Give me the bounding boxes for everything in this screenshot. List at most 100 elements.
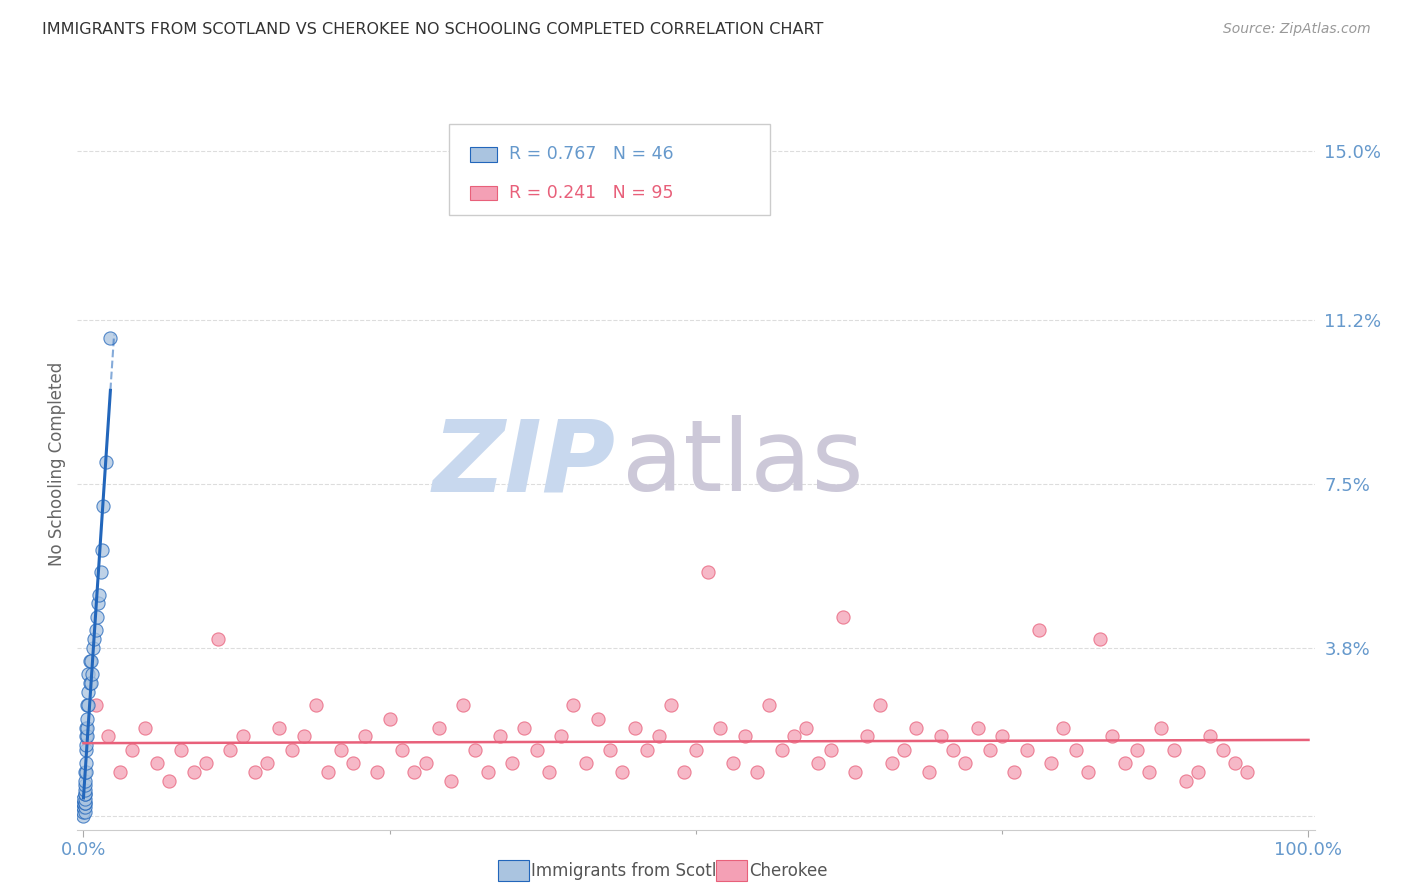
Point [80,654,103,668]
Point [73,764,96,779]
Point [77,698,100,713]
Point [84,698,107,713]
Point [929,730,952,744]
Text: IMMIGRANTS FROM SCOTLAND VS CHEROKEE NO SCHOOLING COMPLETED CORRELATION CHART: IMMIGRANTS FROM SCOTLAND VS CHEROKEE NO … [42,22,824,37]
Point [1040,756,1063,770]
Point [451,698,474,713]
Point [90,566,112,580]
Point [91,499,114,513]
Point [869,698,891,713]
Point [1004,764,1026,779]
Point [97,730,120,744]
Point [415,756,437,770]
Point [75,743,97,757]
Point [747,764,769,779]
Point [232,730,254,744]
Point [612,764,634,779]
Point [342,756,364,770]
Point [75,730,97,744]
Point [378,712,401,726]
Point [1223,756,1246,770]
Point [134,721,156,735]
Point [73,787,96,801]
Point [73,778,96,792]
Point [685,743,707,757]
Point [72,796,94,810]
Point [73,805,96,819]
Point [83,632,105,646]
Point [893,743,915,757]
Point [991,730,1014,744]
Point [832,609,855,624]
Point [292,730,315,744]
Point [73,796,96,810]
Point [170,743,193,757]
Point [661,698,683,713]
Point [440,773,463,788]
Point [489,730,512,744]
Point [672,764,695,779]
Point [1090,632,1112,646]
Bar [470,186,496,201]
Text: Source: ZipAtlas.com: Source: ZipAtlas.com [1223,22,1371,37]
Text: R = 0.241   N = 95: R = 0.241 N = 95 [509,184,673,202]
Point [73,800,96,814]
Point [80,667,103,681]
Point [318,764,340,779]
Point [73,791,96,805]
Point [575,756,598,770]
Point [86,609,108,624]
Point [1028,623,1050,637]
Point [305,698,328,713]
Point [1175,773,1198,788]
Point [90,543,112,558]
Y-axis label: No Schooling Completed: No Schooling Completed [48,362,66,566]
Point [72,796,94,810]
Point [721,756,744,770]
Point [844,764,866,779]
Point [84,623,107,637]
Point [329,743,352,757]
Point [75,721,97,735]
Point [942,743,965,757]
Point [562,698,585,713]
Point [526,743,548,757]
Point [770,743,793,757]
Point [955,756,977,770]
Point [1236,764,1258,779]
Point [183,764,205,779]
Point [80,676,103,690]
Point [79,654,101,668]
Point [77,685,100,699]
Point [1114,756,1136,770]
Point [918,764,941,779]
Point [623,721,645,735]
Point [1064,743,1087,757]
Point [648,730,671,744]
Point [75,739,97,753]
Point [636,743,658,757]
Point [76,698,98,713]
Point [72,791,94,805]
Point [1187,764,1209,779]
Point [76,712,98,726]
Point [586,712,609,726]
Point [1212,743,1234,757]
Point [76,721,98,735]
Point [89,588,111,602]
Point [72,800,94,814]
Point [783,730,806,744]
Point [108,764,131,779]
Point [856,730,879,744]
Point [146,756,169,770]
Point [269,721,291,735]
Point [219,743,242,757]
Bar [470,147,496,161]
Point [464,743,486,757]
Point [477,764,499,779]
Text: Cherokee: Cherokee [749,862,828,880]
Point [1150,721,1173,735]
FancyBboxPatch shape [449,124,770,215]
Point [157,773,180,788]
Point [72,809,94,823]
